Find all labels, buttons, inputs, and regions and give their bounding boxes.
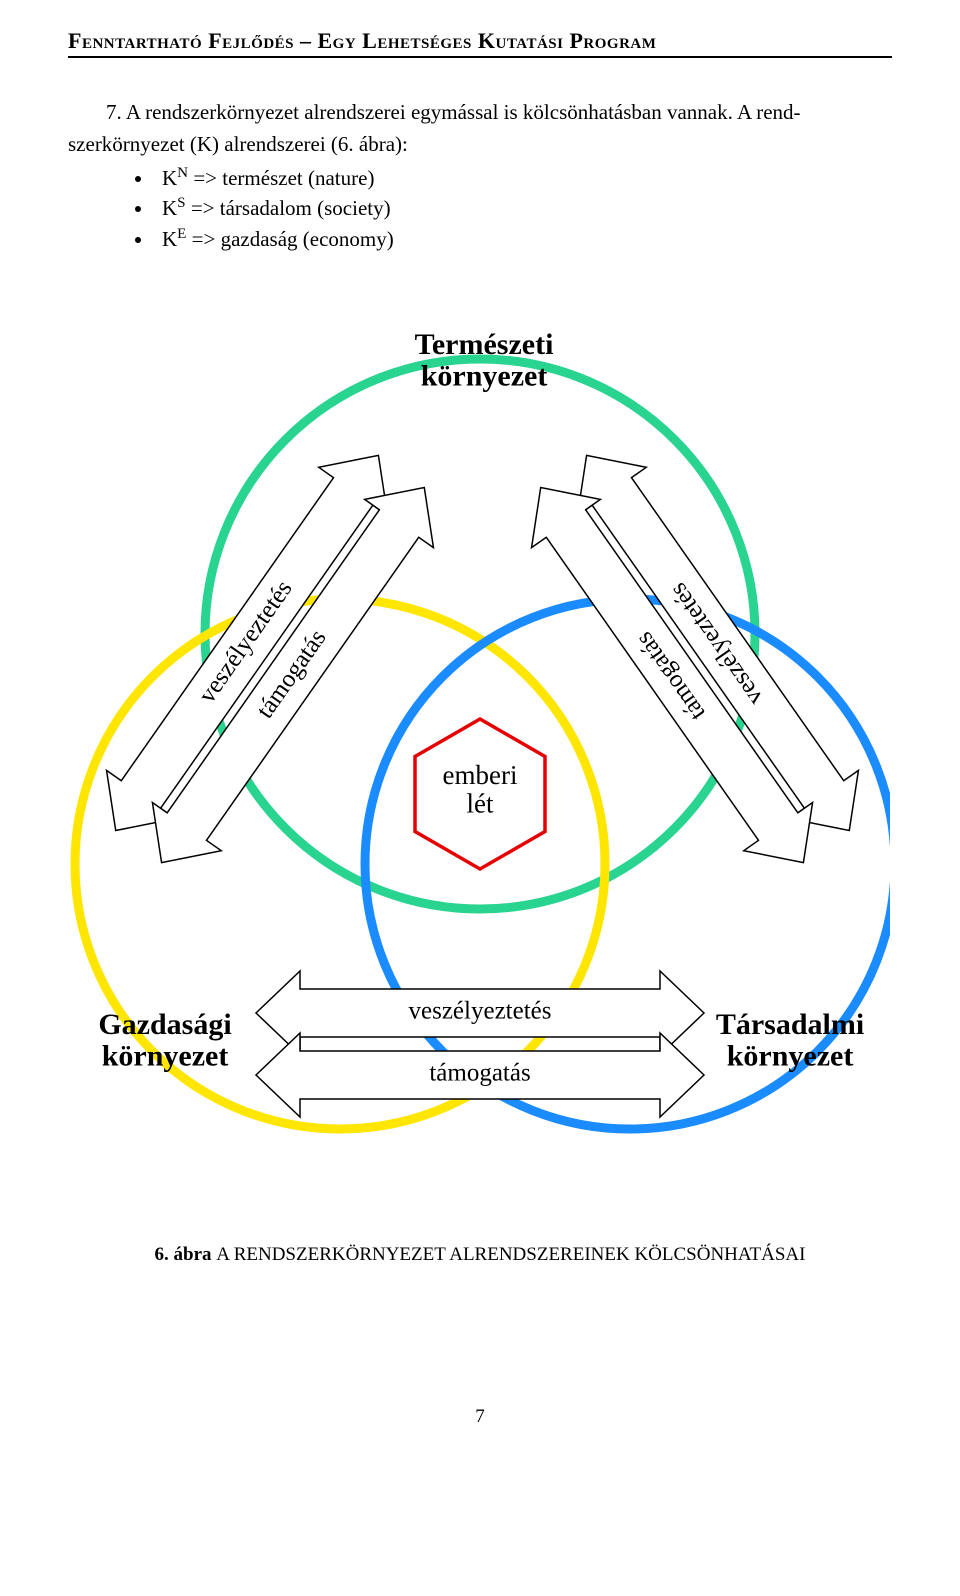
bullet-sup: N xyxy=(177,165,188,181)
venn-svg: veszélyeztetéstámogatásveszélyeztetéstám… xyxy=(70,264,890,1224)
bullet-pre: K xyxy=(162,196,177,220)
bullet-rest: => társadalom (society) xyxy=(186,196,391,220)
bullet-item: KN => természet (nature) xyxy=(154,163,892,193)
para-number: 7. xyxy=(106,100,122,124)
caption-text: A RENDSZERKÖRNYEZET ALRENDSZEREINEK KÖLC… xyxy=(216,1244,805,1265)
body-paragraph-cont: szerkörnyezet (K) alrendszerei (6. ábra)… xyxy=(68,130,892,158)
running-head: Fenntartható Fejlődés – Egy Lehetséges K… xyxy=(68,28,892,58)
page-number: 7 xyxy=(68,1406,892,1428)
svg-text:Társadalmikörnyezet: Társadalmikörnyezet xyxy=(716,1008,864,1073)
caption-number: 6. ábra xyxy=(155,1244,217,1265)
bullet-pre: K xyxy=(162,227,177,251)
bullet-item: KS => társadalom (society) xyxy=(154,193,892,223)
svg-text:emberilét: emberilét xyxy=(443,760,518,818)
svg-text:veszélyeztetés: veszélyeztetés xyxy=(409,998,552,1025)
figure-caption: 6. ábra A RENDSZERKÖRNYEZET ALRENDSZEREI… xyxy=(68,1244,892,1266)
para-text-b: szerkörnyezet (K) alrendszerei (6. ábra)… xyxy=(68,132,408,156)
para-text-a: A rendszerkörnyezet alrendszerei egymáss… xyxy=(126,100,801,124)
bullet-list: KN => természet (nature) KS => társadalo… xyxy=(68,163,892,254)
bullet-rest: => gazdaság (economy) xyxy=(186,227,393,251)
bullet-rest: => természet (nature) xyxy=(188,166,374,190)
bullet-pre: K xyxy=(162,166,177,190)
bullet-item: KE => gazdaság (economy) xyxy=(154,224,892,254)
bullet-sup: S xyxy=(177,195,185,211)
body-paragraph: 7. A rendszerkörnyezet alrendszerei egym… xyxy=(68,98,892,126)
page: Fenntartható Fejlődés – Egy Lehetséges K… xyxy=(0,0,960,1448)
svg-text:Gazdaságikörnyezet: Gazdaságikörnyezet xyxy=(98,1008,231,1073)
figure-diagram: veszélyeztetéstámogatásveszélyeztetéstám… xyxy=(70,264,890,1224)
svg-text:Természetikörnyezet: Természetikörnyezet xyxy=(415,328,554,393)
svg-text:támogatás: támogatás xyxy=(429,1060,530,1087)
